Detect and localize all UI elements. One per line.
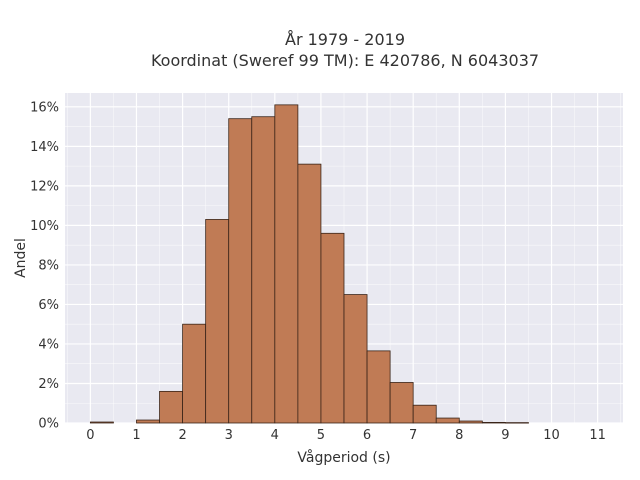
y-tick-label: 12% [30,179,59,194]
y-tick-label: 14% [30,140,59,155]
histogram-bar [481,422,506,424]
histogram-bar [412,404,437,424]
x-tick-label: 10 [543,428,560,443]
x-axis-label: Vågperiod (s) [297,449,390,466]
x-tick-label: 7 [409,428,417,443]
histogram-bar [366,350,391,424]
y-tick-label: 6% [38,298,59,313]
histogram-bar [343,294,368,424]
y-tick-label: 8% [38,258,59,273]
histogram-bar [182,323,207,424]
x-tick-label: 4 [271,428,279,443]
chart-subtitle: Koordinat (Sweref 99 TM): E 420786, N 60… [151,51,539,70]
x-tick-label: 8 [455,428,463,443]
histogram-bar [320,232,345,424]
bars [89,104,529,424]
chart-title: År 1979 - 2019 [285,30,405,49]
x-tick-label: 1 [132,428,140,443]
histogram-bar [136,419,160,424]
histogram-bar [274,104,299,424]
y-tick-label: 2% [38,377,59,392]
x-tick-label: 11 [589,428,606,443]
y-tick-label: 4% [38,337,59,352]
x-tick-label: 6 [363,428,371,443]
x-tick-label: 9 [501,428,509,443]
y-axis-ticks: 0% 2% 4% 6% 8% 10% 12% 14% 16% [30,100,59,431]
y-tick-label: 16% [30,100,59,115]
x-tick-label: 2 [178,428,186,443]
y-tick-label: 10% [30,219,59,234]
x-tick-label: 5 [317,428,325,443]
histogram-bar [505,422,529,424]
x-tick-label: 0 [86,428,94,443]
histogram-bar [159,390,183,424]
histogram-bar [251,116,276,424]
histogram-bar [228,118,253,424]
histogram-bar [297,163,322,424]
histogram-bar [389,382,414,424]
y-axis-label: Andel [13,238,29,278]
histogram-bar [458,420,483,424]
y-tick-label: 0% [38,417,59,432]
histogram-bar [435,417,460,424]
histogram-bar [89,421,114,424]
histogram-bar [205,219,230,424]
x-tick-label: 3 [225,428,233,443]
x-axis-ticks: 0 1 2 3 4 5 6 7 8 9 10 11 [86,428,606,443]
